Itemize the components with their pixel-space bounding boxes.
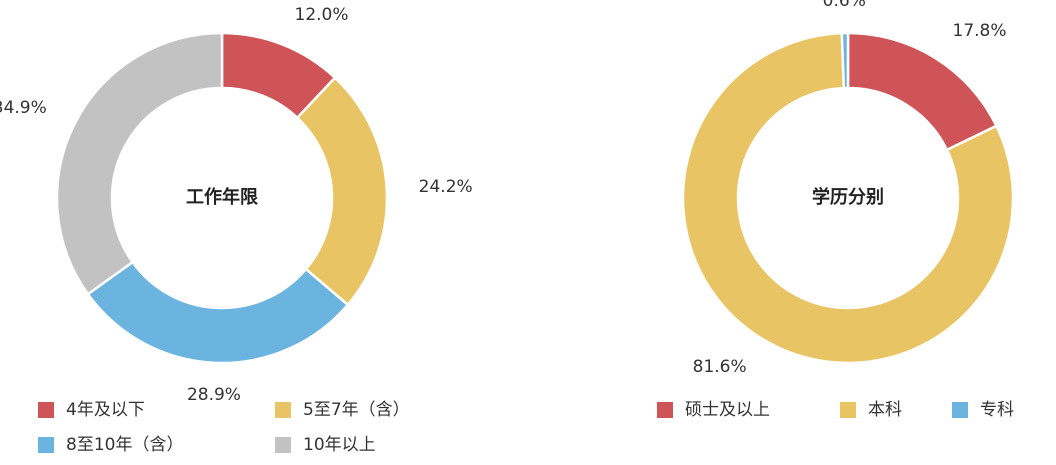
legend-swatch bbox=[275, 437, 291, 453]
legend-label: 5至7年（含） bbox=[303, 400, 410, 420]
legend-label: 4年及以下 bbox=[66, 400, 145, 420]
legend-swatch bbox=[952, 402, 968, 418]
legend-label: 8至10年（含） bbox=[66, 435, 183, 455]
donut-slice bbox=[681, 31, 1015, 365]
legend-label: 本科 bbox=[868, 400, 902, 420]
legend-swatch bbox=[38, 437, 54, 453]
donut-slice bbox=[55, 31, 224, 296]
legend-label: 专科 bbox=[980, 400, 1014, 420]
slice-label: 34.9% bbox=[0, 98, 47, 118]
legend-label: 10年以上 bbox=[303, 435, 376, 455]
donut-slice bbox=[846, 31, 999, 152]
slice-label: 12.0% bbox=[295, 5, 349, 25]
slice-label: 28.9% bbox=[187, 385, 241, 405]
legend-swatch bbox=[840, 402, 856, 418]
slice-label: 0.6% bbox=[823, 0, 866, 11]
legend-swatch bbox=[38, 402, 54, 418]
slice-label: 24.2% bbox=[419, 177, 473, 197]
legend-swatch bbox=[275, 402, 291, 418]
legend-swatch bbox=[657, 402, 673, 418]
donut-slice bbox=[295, 75, 389, 307]
slice-label: 17.8% bbox=[953, 21, 1007, 41]
center-title: 工作年限 bbox=[186, 186, 259, 208]
donut-slice bbox=[86, 260, 350, 365]
donut-slice bbox=[840, 31, 850, 90]
slice-label: 81.6% bbox=[693, 357, 747, 377]
center-title: 学历分别 bbox=[812, 186, 884, 208]
legend-label: 硕士及以上 bbox=[685, 400, 770, 420]
